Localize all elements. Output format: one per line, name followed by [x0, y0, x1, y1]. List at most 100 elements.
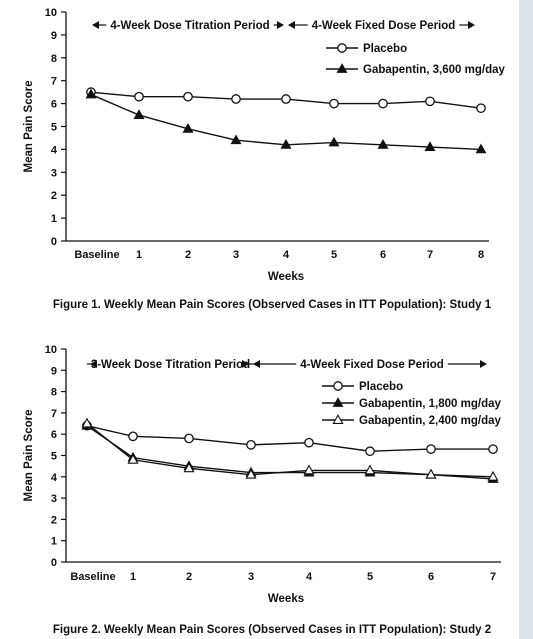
data-point [183, 462, 195, 473]
series-2 [81, 419, 499, 483]
y-tick-label: 5 [51, 122, 57, 134]
y-tick-label: 7 [51, 408, 57, 420]
period-arrow-right [480, 360, 487, 368]
figure-caption: Figure 2. Weekly Mean Pain Scores (Obser… [53, 624, 491, 636]
legend-marker [332, 414, 344, 424]
legend: Placebo Gabapentin, 3,600 mg/day [326, 43, 505, 76]
legend-label: Gabapentin, 3,600 mg/day [363, 64, 505, 76]
legend-marker [336, 63, 348, 73]
series-1 [86, 87, 486, 114]
figure-2-panel: 0 1 2 3 4 5 6 7 8 9 10 Baseline 1 2 3 4 5 6 7 Weeks Mean Pai… [0, 338, 519, 639]
y-tick-label: 9 [51, 365, 57, 377]
period-annotations: 4-Week Dose Titration Period 4-Week Fixed… [92, 20, 475, 32]
y-tick-label: 8 [51, 387, 57, 399]
y-axis-title: Mean Pain Score [23, 409, 35, 501]
legend: Placebo Gabapentin, 1,800 mg/day Gabapenti… [322, 381, 501, 427]
data-point [329, 98, 339, 109]
data-point [328, 136, 340, 147]
data-point [378, 98, 388, 109]
data-point [303, 464, 315, 475]
data-point [85, 88, 97, 99]
data-point [280, 138, 292, 149]
y-tick-label: 2 [51, 190, 57, 202]
y-tick-label: 10 [45, 344, 57, 356]
data-point [425, 96, 435, 107]
period-label: 4-Week Fixed Dose Period [300, 359, 444, 371]
y-tick-label: 0 [51, 236, 57, 248]
figure-1-panel: 0 1 2 3 4 5 6 7 8 9 10 Baseline 1 2 3 4 5 6 7 8 Weeks Mean Pa… [0, 0, 519, 320]
y-tick-label: 8 [51, 53, 57, 65]
x-tick-label: 7 [490, 571, 496, 583]
legend-label: Gabapentin, 1,800 mg/day [359, 398, 501, 410]
data-point [183, 91, 193, 102]
x-axis-title: Weeks [268, 593, 304, 605]
y-tick-label: 7 [51, 76, 57, 88]
y-tick-label: 4 [51, 472, 58, 484]
x-tick-label: 1 [136, 249, 142, 261]
x-axis-title: Weeks [268, 271, 304, 283]
x-tick-label: 7 [427, 249, 433, 261]
y-tick-label: 3 [51, 493, 57, 505]
data-point [487, 470, 499, 481]
figure-2-chart: 0 1 2 3 4 5 6 7 8 9 10 Baseline 1 2 3 4 5 6 7 Weeks Mean Pai… [23, 344, 501, 636]
period-annotations: 3-Week Dose Titration Period 4-Week Fixed… [86, 359, 487, 371]
y-tick-label: 4 [51, 144, 58, 156]
y-tick-label: 6 [51, 429, 57, 441]
period-arrow-right [468, 21, 475, 29]
data-point [184, 433, 194, 444]
figure-caption: Figure 1. Weekly Mean Pain Scores (Obser… [53, 299, 492, 311]
series-line [86, 424, 493, 452]
data-point [424, 141, 436, 152]
legend-marker [337, 43, 347, 53]
period-arrow-right [242, 360, 249, 368]
data-point [488, 444, 498, 454]
x-tick-label: 1 [130, 571, 136, 583]
x-tick-label: 4 [283, 249, 290, 261]
legend-marker [333, 381, 343, 391]
period-arrow-left [253, 360, 260, 368]
period-label: 3-Week Dose Titration Period [91, 359, 250, 371]
series-line [86, 422, 494, 478]
data-point [246, 440, 256, 450]
y-tick-label: 3 [51, 167, 57, 179]
data-point [364, 464, 376, 475]
x-tick-label: 2 [186, 571, 192, 583]
x-tick-label: 5 [331, 249, 337, 261]
right-border-strip [519, 0, 533, 639]
x-tick-label: Baseline [70, 571, 115, 583]
period-arrow-left [92, 21, 99, 29]
y-tick-label: 1 [51, 213, 57, 225]
period-label: 4-Week Fixed Dose Period [312, 20, 456, 32]
x-tick-label: 3 [233, 249, 239, 261]
x-tick-label: 2 [185, 249, 191, 261]
legend-label: Gabapentin, 2,400 mg/day [359, 415, 501, 427]
x-tick-label: 6 [380, 249, 386, 261]
data-point [134, 91, 144, 102]
period-arrow-left [90, 360, 97, 368]
y-tick-label: 5 [51, 451, 57, 463]
legend-label: Placebo [363, 43, 407, 55]
y-tick-label: 6 [51, 99, 57, 111]
x-tick-label: 3 [248, 571, 254, 583]
legend-label: Placebo [359, 381, 403, 393]
data-point [128, 431, 138, 442]
x-tick-label: 4 [306, 571, 313, 583]
series-2 [85, 88, 487, 154]
y-tick-label: 9 [51, 30, 57, 42]
data-point [377, 138, 389, 149]
data-point [281, 94, 291, 104]
data-point [231, 94, 241, 104]
y-tick-label: 0 [51, 557, 57, 569]
data-point [127, 453, 139, 464]
data-point [304, 437, 314, 448]
x-tick-label: 6 [428, 571, 434, 583]
figure-1-chart: 0 1 2 3 4 5 6 7 8 9 10 Baseline 1 2 3 4 5 6 7 8 Weeks Mean Pa… [23, 7, 505, 311]
period-label: 4-Week Dose Titration Period [110, 20, 269, 32]
data-point [476, 103, 486, 114]
legend-marker [332, 397, 344, 407]
data-point [81, 417, 93, 428]
y-axis-title: Mean Pain Score [23, 80, 35, 172]
data-point [365, 446, 375, 457]
y-tick-label: 1 [51, 536, 57, 548]
